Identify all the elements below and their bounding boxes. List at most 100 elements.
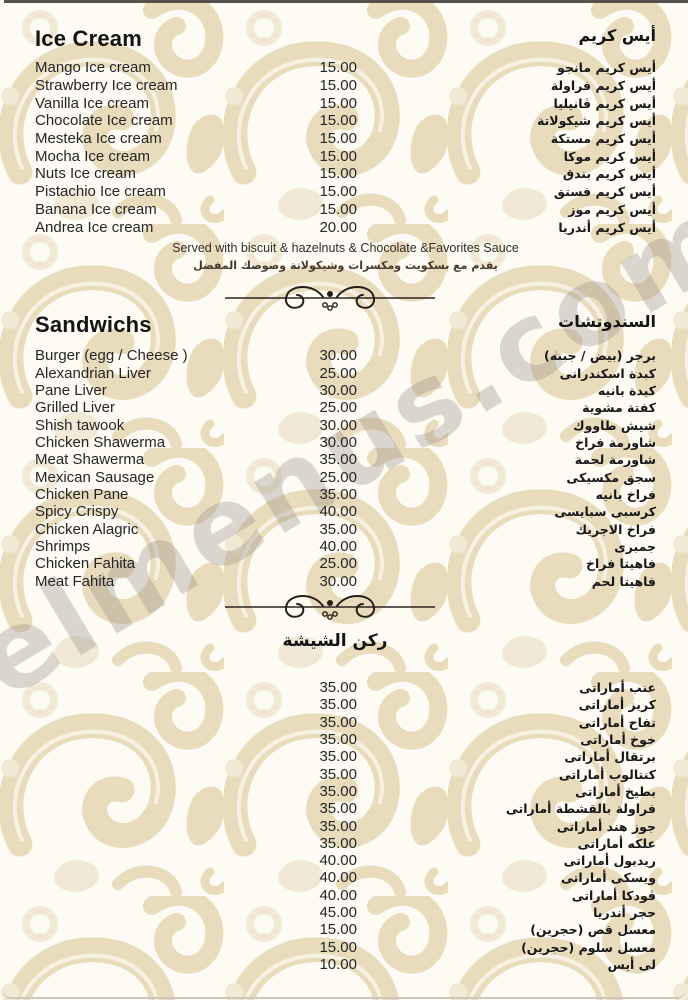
- item-name-ar: سجق مكسيكى: [566, 469, 656, 485]
- item-price: 25.00: [319, 399, 357, 417]
- menu-item-row: Chicken Fahita 25.00 فاهيتا فراخ: [35, 555, 656, 572]
- item-name-ar: خوخ أماراتى: [580, 732, 656, 748]
- bottom-border-line: [3, 991, 685, 999]
- item-price: 15.00: [319, 165, 357, 183]
- item-price: 45.00: [319, 904, 357, 921]
- item-price: 40.00: [319, 503, 357, 521]
- serving-note-en: Served with biscuit & hazelnuts & Chocol…: [172, 241, 519, 255]
- menu-item-row: Grilled Liver 25.00 كفتة مشوية: [35, 399, 656, 416]
- item-price: 15.00: [319, 938, 357, 956]
- menu-item-row: Andrea Ice cream 20.00 أيس كريم أندريا: [35, 218, 656, 236]
- item-name-ar: أيس كريم فستق: [553, 184, 656, 200]
- item-name-ar: شاورمة لحمة: [574, 452, 656, 468]
- item-name-en: Meat Fahita: [35, 572, 115, 590]
- item-name-ar: أيس كريم أندريا: [558, 219, 656, 235]
- item-name-ar: كنتالوب أماراتى: [558, 766, 656, 782]
- menu-item-row: 40.00 ريدبول أماراتى: [35, 852, 656, 869]
- item-name-en: Shish tawook: [35, 416, 125, 434]
- section-ice-cream: Ice Cream أيس كريم Mango Ice cream 15.00…: [35, 26, 656, 236]
- section-title-ice-cream-en: Ice Cream: [35, 26, 142, 51]
- menu-item-row: Meat Fahita 30.00 فاهيتا لحم: [35, 572, 656, 590]
- menu-item-row: 15.00 معسل سلوم (حجرين): [35, 938, 656, 956]
- item-name-en: Chicken Pane: [35, 485, 129, 503]
- menu-item-row: 35.00 فراولة بالقشطة أماراتى: [35, 800, 656, 817]
- item-price: 25.00: [319, 364, 357, 382]
- item-price: 35.00: [319, 713, 357, 731]
- item-name-en: Meat Shawerma: [35, 451, 145, 469]
- item-name-en: Burger (egg / Cheese ): [35, 347, 188, 365]
- item-name-ar: لى أيس: [607, 956, 656, 972]
- item-price: 15.00: [319, 130, 357, 148]
- item-price: 40.00: [319, 886, 357, 904]
- item-price: 40.00: [319, 869, 357, 887]
- menu-item-row: Mango Ice cream 15.00 أيس كريم مانجو: [35, 59, 656, 77]
- section-title-sandwichs-en: Sandwichs: [35, 312, 152, 337]
- item-name-ar: معسل سلوم (حجرين): [521, 939, 656, 955]
- menu-item-row: Strawberry Ice cream 15.00 أيس كريم فراو…: [35, 77, 656, 95]
- item-name-ar: أيس كريم فراولة: [550, 78, 656, 94]
- item-name-ar: جوز هند أماراتى: [556, 818, 656, 834]
- item-name-en: Pistachio Ice cream: [35, 183, 166, 201]
- item-price: 35.00: [319, 451, 357, 469]
- menu-item-row: Chocolate Ice cream 15.00 أيس كريم شيكول…: [35, 112, 656, 130]
- menu-item-row: 35.00 بطيخ أماراتى: [35, 783, 656, 800]
- item-name-ar: كفتة مشوية: [582, 400, 656, 416]
- menu-item-row: Mesteka Ice cream 15.00 أيس كريم مستكة: [35, 130, 656, 148]
- item-name-ar: علكه أماراتى: [577, 835, 656, 851]
- item-name-ar: تفاح أماراتى: [578, 714, 656, 730]
- item-name-ar: ڤودكا أماراتى: [571, 887, 656, 903]
- menu-item-row: Chicken Alagric 35.00 فراخ الاجريك: [35, 520, 656, 538]
- menu-item-row: 45.00 حجر أندريا: [35, 904, 656, 921]
- item-price: 35.00: [319, 485, 357, 503]
- menu-item-row: Shish tawook 30.00 شيش طاووك: [35, 416, 656, 434]
- item-price: 25.00: [319, 468, 357, 486]
- item-name-en: Spicy Crispy: [35, 503, 119, 521]
- item-price: 30.00: [319, 381, 357, 399]
- menu-item-row: 40.00 ويسكى أماراتى: [35, 869, 656, 886]
- item-price: 30.00: [319, 433, 357, 451]
- item-price: 15.00: [319, 59, 357, 77]
- menu-item-row: Pane Liver 30.00 كبدة بانيه: [35, 382, 656, 399]
- item-name-ar: فراولة بالقشطة أماراتى: [505, 801, 656, 817]
- item-name-en: Vanilla Ice cream: [35, 94, 149, 112]
- menu-item-row: Nuts Ice cream 15.00 أيس كريم بندق: [35, 165, 656, 183]
- menu-item-row: 10.00 لى أيس: [35, 956, 656, 973]
- shisha-list: 35.00 عنب أماراتى 35.00 كريز أماراتى 35.…: [35, 679, 656, 973]
- menu-item-row: 35.00 علكه أماراتى: [35, 835, 656, 852]
- menu-item-row: 35.00 جوز هند أماراتى: [35, 817, 656, 835]
- menu-item-row: 35.00 برتقال أماراتى: [35, 748, 656, 765]
- item-price: 15.00: [319, 921, 357, 939]
- menu-item-row: Chicken Shawerma 30.00 شاورمة فراخ: [35, 434, 656, 451]
- item-name-ar: فراخ بانيه: [595, 486, 656, 502]
- item-price: 25.00: [319, 555, 357, 573]
- item-name-ar: أيس كريم بندق: [562, 166, 656, 182]
- section-title-sandwichs-ar: السندوتشات: [558, 312, 656, 331]
- section-header: Sandwichs السندوتشات: [35, 312, 656, 338]
- menu-item-row: Burger (egg / Cheese ) 30.00 برجر (بيض /…: [35, 347, 656, 364]
- item-price: 30.00: [319, 416, 357, 434]
- item-name-en: Pane Liver: [35, 381, 107, 399]
- item-name-en: Nuts Ice cream: [35, 165, 136, 183]
- item-name-ar: أيس كريم موكا: [563, 148, 656, 164]
- item-name-ar: شاورمة فراخ: [575, 434, 656, 450]
- item-name-en: Alexandrian Liver: [35, 364, 151, 382]
- menu-item-row: Pistachio Ice cream 15.00 أيس كريم فستق: [35, 183, 656, 201]
- item-name-ar: شيش طاووك: [573, 417, 656, 433]
- menu-item-row: Spicy Crispy 40.00 كرسبى سبايسى: [35, 503, 656, 520]
- item-name-ar: ريدبول أماراتى: [563, 853, 656, 869]
- ornament-divider: [225, 286, 435, 311]
- item-price: 35.00: [319, 800, 357, 818]
- item-name-en: Chicken Alagric: [35, 520, 139, 538]
- menu-item-row: 35.00 كريز أماراتى: [35, 696, 656, 713]
- menu-item-row: Mocha Ice cream 15.00 أيس كريم موكا: [35, 147, 656, 165]
- item-name-ar: أيس كريم شيكولاتة: [537, 113, 656, 129]
- item-name-ar: فراخ الاجريك: [575, 521, 656, 537]
- item-price: 35.00: [319, 520, 357, 538]
- menu-item-row: Alexandrian Liver 25.00 كبدة اسكندرانى: [35, 364, 656, 382]
- menu-item-row: Meat Shawerma 35.00 شاورمة لحمة: [35, 451, 656, 468]
- item-name-ar: أيس كريم ڤانيليا: [553, 95, 656, 111]
- item-name-ar: برجر (بيض / جبنه): [544, 348, 656, 364]
- ornament-divider: [225, 595, 435, 620]
- item-price: 35.00: [319, 834, 357, 852]
